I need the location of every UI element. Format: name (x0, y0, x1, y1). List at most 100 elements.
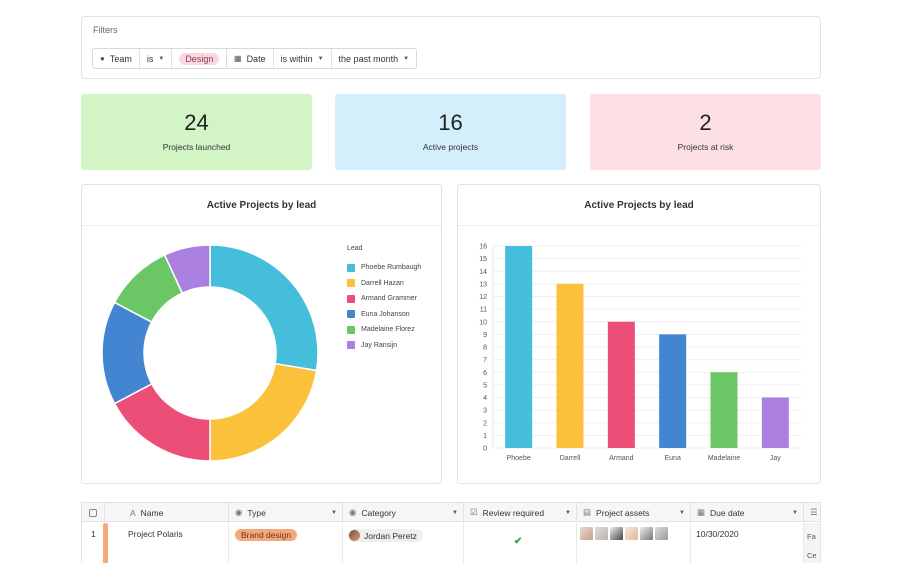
kpi-value: 24 (184, 110, 209, 135)
row-assets-cell[interactable] (577, 523, 691, 563)
team-filter[interactable]: ● Team is ▼ Design ▼ (92, 48, 239, 69)
column-header-label: Project assets (596, 507, 650, 518)
legend-item[interactable]: Armand Grammer (347, 291, 421, 307)
y-tick-label: 13 (479, 281, 487, 288)
legend-item[interactable]: Jay Ransijn (347, 338, 421, 354)
column-header-more[interactable]: ☰ (804, 503, 820, 522)
column-header-review-required[interactable]: ☑ Review required ▼ (464, 503, 577, 522)
bar-darrell[interactable] (556, 283, 584, 448)
column-header-type[interactable]: ◉ Type ▼ (229, 503, 343, 522)
chevron-down-icon[interactable]: ▼ (331, 509, 337, 516)
chevron-down-icon: ▼ (158, 55, 165, 62)
team-filter-value-chip: Design (179, 52, 220, 65)
chevron-down-icon[interactable]: ▼ (679, 509, 685, 516)
overflow-text: Fa (807, 532, 816, 541)
row-type-cell[interactable]: Brand design (229, 523, 343, 563)
y-tick-label: 2 (483, 420, 487, 427)
legend-title: Lead (347, 245, 363, 252)
team-filter-operator[interactable]: is ▼ (138, 49, 171, 68)
x-tick-label: Darrell (560, 455, 581, 462)
team-filter-operator-label: is (146, 53, 154, 64)
x-tick-label: Madelaine (708, 455, 740, 462)
asset-thumbnail[interactable] (580, 527, 593, 540)
asset-thumbnail[interactable] (595, 527, 608, 540)
donut-slice-phoebe-rumbaugh[interactable] (209, 244, 319, 372)
person-icon: ◉ (349, 507, 357, 517)
type-chip: Brand design (235, 529, 298, 541)
legend-swatch (347, 310, 355, 319)
kpi-value: 16 (438, 110, 463, 135)
text-type-icon: A (130, 507, 136, 518)
legend-item[interactable]: Madelaine Florez (347, 322, 421, 338)
kpi-card-active-projects: 16 Active projects (335, 94, 566, 170)
filters-title: Filters (93, 25, 118, 35)
column-header-label: Name (140, 507, 164, 518)
legend-label: Madelaine Florez (361, 326, 415, 334)
chevron-down-icon[interactable]: ▼ (565, 509, 571, 516)
legend-label: Armand Grammer (361, 295, 418, 303)
chevron-down-icon[interactable]: ▼ (452, 509, 458, 516)
table-row[interactable]: 1 Project Polaris Brand design Jordan Pe… (82, 523, 820, 563)
column-header-label: Category (361, 507, 396, 518)
team-filter-field[interactable]: ● Team (93, 49, 139, 68)
avatar (349, 530, 360, 541)
y-tick-label: 11 (480, 307, 487, 314)
legend-item[interactable]: Darrell Hazan (347, 276, 421, 292)
y-tick-label: 15 (479, 256, 487, 263)
y-tick-label: 9 (483, 332, 487, 339)
date-filter-operator[interactable]: is within ▼ (272, 49, 331, 68)
date-filter-operator-label: is within (280, 53, 313, 64)
row-due-date-cell[interactable]: 10/30/2020 (691, 523, 804, 563)
column-header-category[interactable]: ◉ Category ▼ (343, 503, 464, 522)
y-tick-label: 1 (483, 433, 487, 440)
bar-chart-title: Active Projects by lead (584, 200, 694, 211)
bar-madelaine[interactable] (710, 372, 738, 448)
row-name: Project Polaris (128, 529, 183, 539)
row-review-cell[interactable]: ✔ (464, 523, 577, 563)
person-chip: Jordan Peretz (348, 529, 423, 542)
date-filter-value[interactable]: the past month ▼ (330, 49, 417, 68)
column-header-label: Type (247, 507, 266, 518)
row-name-cell[interactable]: Project Polaris (103, 523, 229, 563)
date-filter-value-label: the past month (338, 53, 399, 64)
asset-thumbnail[interactable] (625, 527, 638, 540)
asset-thumbnail[interactable] (640, 527, 653, 540)
column-header-due-date[interactable]: ▦ Due date ▼ (691, 503, 804, 522)
column-header-label: Review required (482, 507, 545, 518)
person-name: Jordan Peretz (364, 530, 417, 541)
table-header: A Name ◉ Type ▼ ◉ Category ▼ ☑ Review re… (82, 503, 820, 522)
calendar-icon: ▦ (697, 507, 706, 517)
column-header-project-assets[interactable]: ▤ Project assets ▼ (577, 503, 691, 522)
select-all-checkbox-cell[interactable] (82, 503, 105, 522)
legend-item[interactable]: Euna Johanson (347, 307, 421, 323)
chevron-down-icon[interactable]: ▼ (792, 509, 798, 516)
y-tick-label: 3 (483, 408, 487, 415)
checkbox-icon[interactable] (89, 508, 97, 517)
row-category-cell[interactable]: Jordan Peretz (343, 523, 464, 563)
date-filter-field[interactable]: ▦ Date (227, 49, 273, 68)
legend-item[interactable]: Phoebe Rumbaugh (347, 260, 421, 276)
chevron-down-icon: ▼ (317, 55, 324, 62)
column-header-name[interactable]: A Name (105, 503, 229, 522)
donut-slice-jay-ransijn[interactable] (163, 244, 211, 295)
attachment-icon: ▤ (583, 507, 592, 517)
legend-swatch (347, 341, 355, 350)
date-filter[interactable]: ▦ Date is within ▼ the past month ▼ (226, 48, 418, 69)
bar-jay[interactable] (761, 397, 789, 449)
legend-label: Phoebe Rumbaugh (361, 264, 422, 272)
legend-label: Darrell Hazan (361, 279, 404, 287)
calendar-icon: ▦ (234, 54, 242, 63)
bar-euna[interactable] (659, 334, 687, 448)
donut-slice-darrell-hazan[interactable] (209, 362, 318, 462)
bar-phoebe[interactable] (505, 246, 533, 448)
bar-armand[interactable] (607, 321, 635, 448)
asset-thumbnail[interactable] (610, 527, 623, 540)
legend-swatch (347, 263, 355, 272)
asset-thumbnail[interactable] (655, 527, 668, 540)
chevron-down-icon: ▼ (403, 55, 410, 62)
row-color-bar (103, 523, 108, 563)
row-overflow-cell[interactable]: Fa Ce (804, 523, 820, 563)
kpi-value: 2 (699, 110, 712, 135)
y-tick-label: 6 (483, 370, 487, 377)
